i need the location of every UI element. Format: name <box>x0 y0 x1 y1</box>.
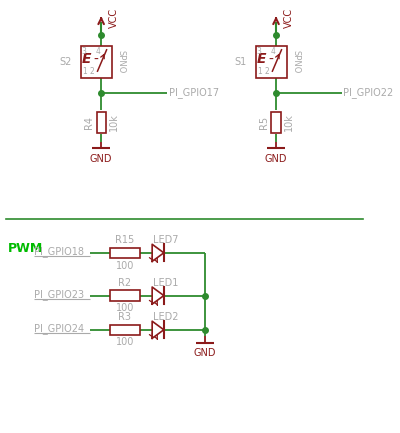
Text: LED7: LED7 <box>153 235 178 245</box>
Bar <box>110 291 140 301</box>
Text: -: - <box>93 52 98 66</box>
Bar <box>96 112 106 133</box>
Text: 4: 4 <box>270 47 276 56</box>
Text: GND: GND <box>90 154 112 164</box>
Text: 1: 1 <box>257 67 262 76</box>
Text: PI_GPIO18: PI_GPIO18 <box>34 246 84 257</box>
Text: E: E <box>257 52 266 66</box>
Bar <box>256 45 287 78</box>
Text: PI_GPIO24: PI_GPIO24 <box>34 323 84 334</box>
Text: SPNO: SPNO <box>116 50 126 73</box>
Text: PI_GPIO17: PI_GPIO17 <box>168 87 219 98</box>
Bar <box>81 45 112 78</box>
Bar <box>110 248 140 258</box>
Text: VCC: VCC <box>284 8 294 28</box>
Text: PWM: PWM <box>8 242 44 255</box>
Text: 100: 100 <box>116 303 134 313</box>
Text: 1: 1 <box>82 67 86 76</box>
Text: S2: S2 <box>60 57 72 67</box>
Text: R2: R2 <box>118 278 131 288</box>
Text: SPNO: SPNO <box>291 50 300 73</box>
Text: 100: 100 <box>116 337 134 347</box>
Text: 100: 100 <box>116 261 134 271</box>
Text: -: - <box>268 52 273 66</box>
Bar <box>272 112 280 133</box>
Text: GND: GND <box>194 348 216 358</box>
Text: 10k: 10k <box>284 113 294 131</box>
Text: 3: 3 <box>82 47 87 56</box>
Text: S1: S1 <box>235 57 247 67</box>
Text: GND: GND <box>265 154 287 164</box>
Text: R3: R3 <box>118 312 131 322</box>
Text: R5: R5 <box>259 116 269 129</box>
Text: R15: R15 <box>115 235 134 245</box>
Text: PI_GPIO22: PI_GPIO22 <box>344 87 394 98</box>
Text: 10k: 10k <box>109 113 119 131</box>
Bar <box>110 325 140 335</box>
Text: VCC: VCC <box>109 8 119 28</box>
Text: 3: 3 <box>257 47 262 56</box>
Text: LED1: LED1 <box>153 278 178 288</box>
Text: 2: 2 <box>264 67 269 76</box>
Text: 4: 4 <box>96 47 100 56</box>
Text: E: E <box>82 52 91 66</box>
Text: 2: 2 <box>89 67 94 76</box>
Text: R4: R4 <box>84 116 94 129</box>
Text: LED2: LED2 <box>153 312 178 322</box>
Text: PI_GPIO23: PI_GPIO23 <box>34 289 84 300</box>
